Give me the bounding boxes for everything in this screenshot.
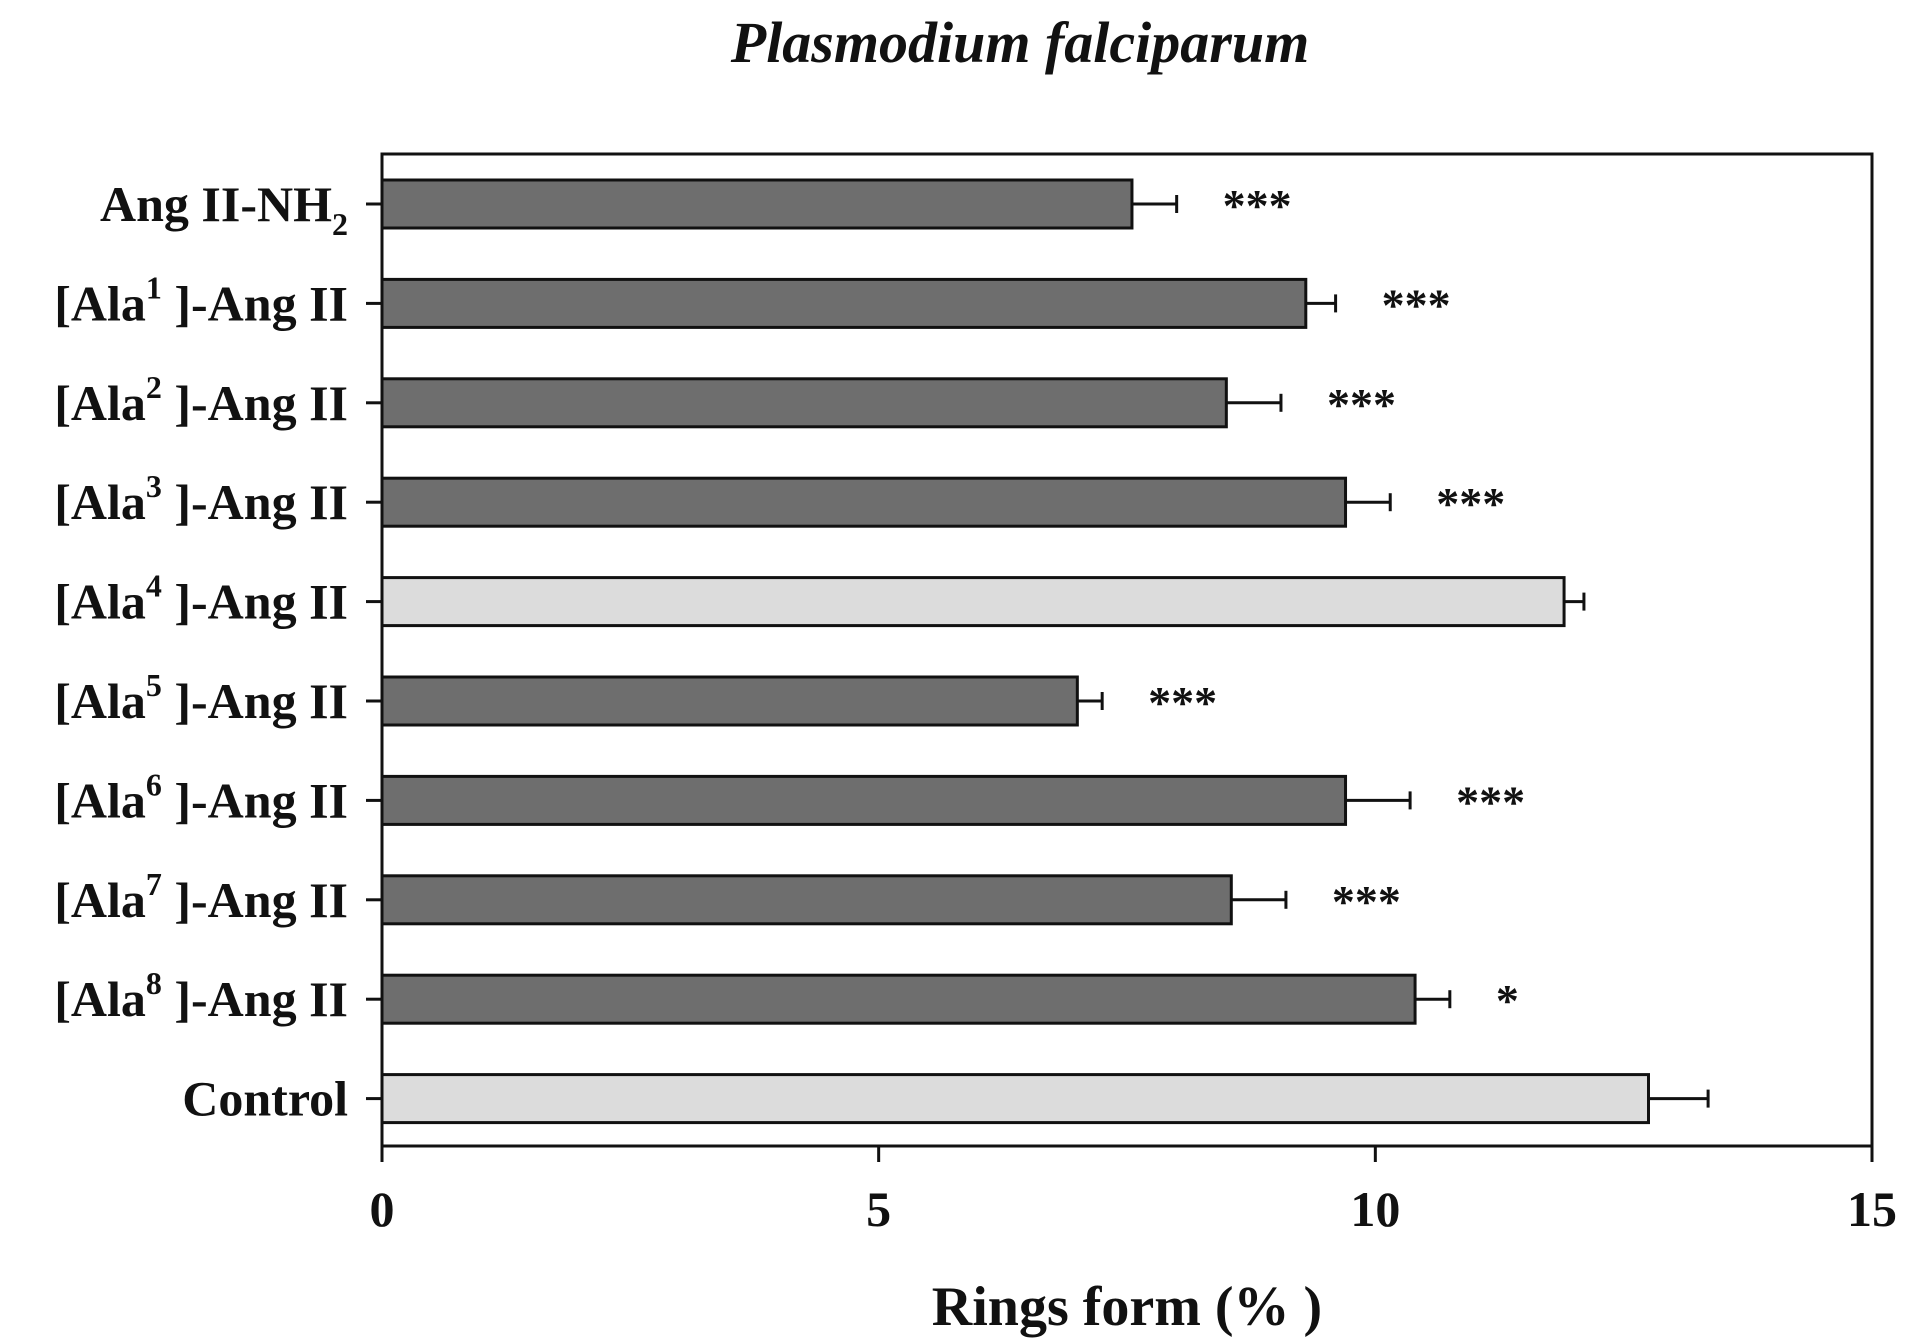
bar	[380, 277, 1308, 329]
x-tick-label: 5	[866, 1181, 891, 1237]
category-label: Control	[182, 1071, 348, 1127]
category-label: [Ala4 ]-Ang II	[54, 568, 348, 630]
category-label: [Ala7 ]-Ang II	[54, 866, 348, 928]
significance-label: ***	[1436, 478, 1505, 529]
bar	[380, 874, 1233, 926]
significance-label: ***	[1456, 776, 1525, 827]
significance-label: ***	[1332, 876, 1401, 927]
bar	[380, 1073, 1650, 1125]
x-tick-label: 10	[1350, 1181, 1400, 1237]
bar	[380, 377, 1228, 429]
x-axis-label: Rings form (% )	[932, 1276, 1322, 1338]
category-label: [Ala6 ]-Ang II	[54, 766, 348, 828]
x-tick-label: 15	[1847, 1181, 1897, 1237]
chart-title: Plasmodium falciparum	[730, 10, 1309, 75]
category-label: Ang II-NH2	[100, 176, 348, 242]
significance-label: ***	[1382, 279, 1451, 330]
x-axis: 0 5 10 15	[370, 1146, 1897, 1237]
plot-frame	[380, 152, 1874, 1148]
bar	[380, 576, 1566, 628]
bars-layer: **********************	[380, 178, 1710, 1125]
category-label: [Ala5 ]-Ang II	[54, 667, 348, 729]
category-label: [Ala8 ]-Ang II	[54, 965, 348, 1027]
bar	[380, 973, 1417, 1025]
bar	[380, 675, 1079, 727]
y-axis-categories: Ang II-NH2 [Ala1 ]-Ang II [Ala2 ]-Ang II [A…	[54, 176, 382, 1127]
significance-label: ***	[1223, 180, 1292, 231]
bar	[380, 476, 1348, 528]
x-tick-label: 0	[370, 1181, 395, 1237]
category-label: [Ala3 ]-Ang II	[54, 468, 348, 530]
category-label: [Ala2 ]-Ang II	[54, 369, 348, 431]
significance-label: *	[1496, 975, 1519, 1026]
significance-label: ***	[1148, 677, 1217, 728]
bar	[380, 178, 1134, 230]
significance-label: ***	[1327, 379, 1396, 430]
category-label: [Ala1 ]-Ang II	[54, 269, 348, 331]
bar	[380, 774, 1348, 826]
